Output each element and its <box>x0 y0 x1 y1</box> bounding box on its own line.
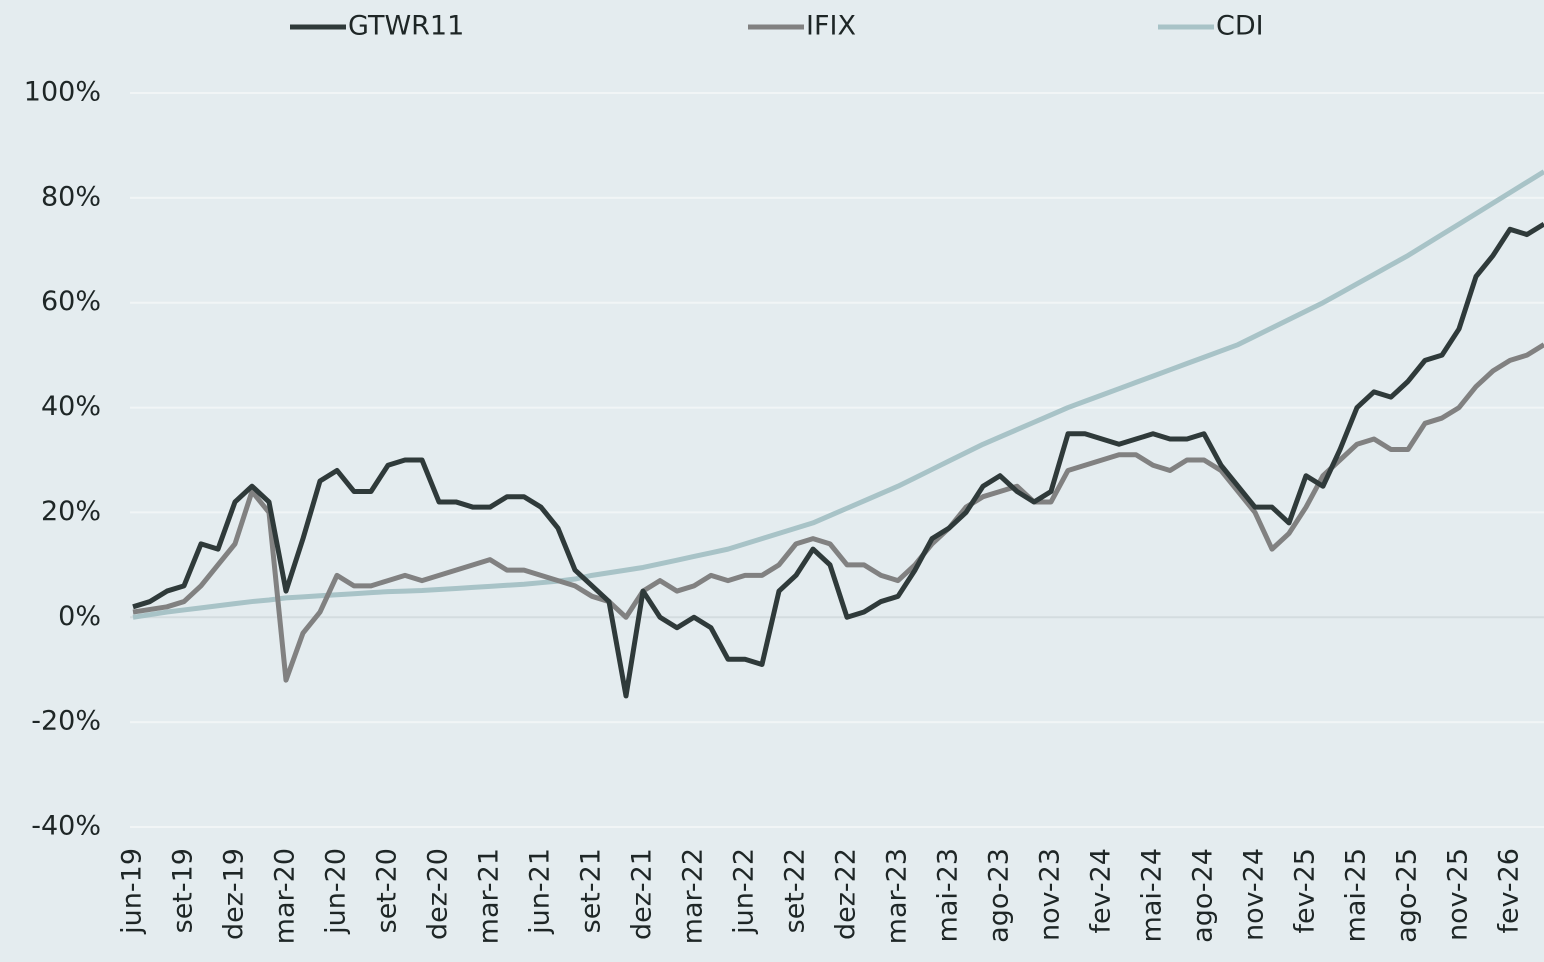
y-tick-label: 20% <box>41 496 101 527</box>
x-tick-label: ago-24 <box>1188 848 1219 943</box>
x-tick-label: mar-22 <box>678 848 709 944</box>
legend-label: GTWR11 <box>348 11 464 42</box>
x-tick-label: set-20 <box>372 848 403 933</box>
y-tick-label: 40% <box>41 391 101 422</box>
x-tick-label: nov-24 <box>1239 848 1270 941</box>
y-tick-label: 80% <box>41 181 101 212</box>
x-tick-label: jun-21 <box>525 848 556 935</box>
x-tick-label: ago-23 <box>984 848 1015 943</box>
x-tick-label: set-21 <box>576 848 607 933</box>
series-line <box>132 169 1544 620</box>
x-tick-label: fev-25 <box>1290 848 1321 933</box>
legend-label: CDI <box>1216 11 1264 42</box>
x-tick-label: mar-20 <box>270 848 301 944</box>
x-tick-label: jun-22 <box>729 848 760 935</box>
x-tick-label: dez-19 <box>219 848 250 940</box>
series-line <box>132 342 1544 683</box>
x-tick-label: nov-23 <box>1035 848 1066 941</box>
x-tick-label: set-19 <box>168 848 199 933</box>
y-tick-label: -20% <box>31 706 101 737</box>
x-tick-label: mar-23 <box>882 848 913 944</box>
x-tick-label: fev-26 <box>1494 848 1525 933</box>
x-tick-label: mar-21 <box>474 848 505 944</box>
x-tick-label: jun-19 <box>117 848 148 935</box>
y-tick-label: 100% <box>24 77 101 108</box>
x-tick-label: mai-25 <box>1341 848 1372 942</box>
x-tick-label: dez-21 <box>627 848 658 940</box>
y-tick-label: -40% <box>31 811 101 842</box>
x-tick-label: mai-24 <box>1137 848 1168 942</box>
x-tick-label: jun-20 <box>321 848 352 935</box>
y-tick-label: 60% <box>41 286 101 317</box>
x-tick-label: set-22 <box>780 848 811 933</box>
series-line <box>132 221 1544 699</box>
x-tick-label: mai-23 <box>933 848 964 942</box>
x-tick-label: dez-22 <box>831 848 862 940</box>
x-tick-label: ago-25 <box>1392 848 1423 943</box>
legend-label: IFIX <box>806 11 856 42</box>
x-tick-label: nov-25 <box>1443 848 1474 941</box>
y-tick-label: 0% <box>58 601 101 632</box>
x-tick-label: fev-24 <box>1086 848 1117 933</box>
x-tick-label: dez-20 <box>423 848 454 940</box>
